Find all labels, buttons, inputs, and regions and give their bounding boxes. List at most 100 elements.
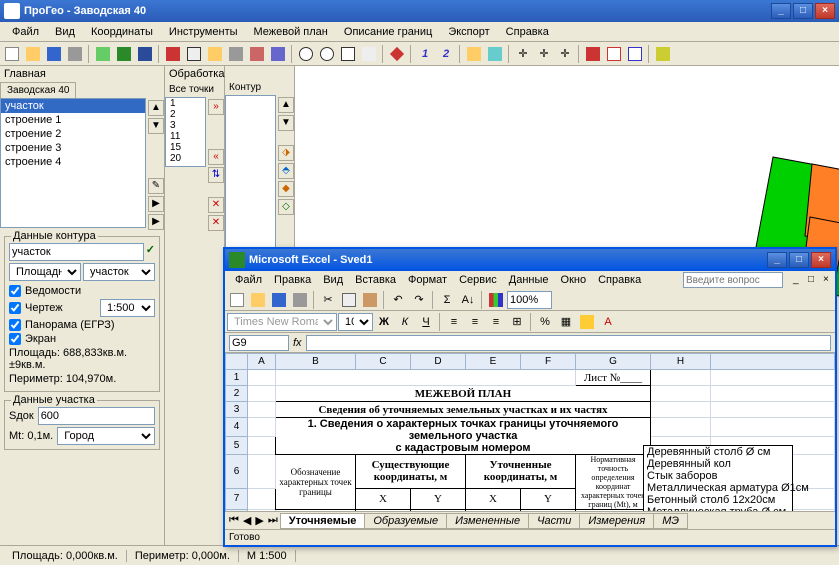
excel-menu-service[interactable]: Сервис	[453, 273, 503, 287]
remove-button[interactable]: ⇅	[208, 167, 224, 183]
c-tool4-button[interactable]: ◇	[278, 199, 294, 215]
tb-one-icon[interactable]: 1	[415, 44, 435, 64]
cell[interactable]: Существующие координаты, м	[356, 455, 466, 489]
cell[interactable]: Обозначение характерных точек границы	[276, 455, 356, 510]
font-dropdown[interactable]: Times New Roman	[227, 313, 337, 331]
col-header[interactable]: B	[276, 354, 356, 370]
cell[interactable]: X	[466, 488, 521, 509]
sdok-input[interactable]	[38, 407, 155, 425]
point-item[interactable]: 2	[166, 109, 205, 120]
list-item[interactable]: участок	[1, 99, 145, 113]
col-header[interactable]: H	[651, 354, 711, 370]
tb-layers-icon[interactable]	[205, 44, 225, 64]
excel-menu-edit[interactable]: Правка	[268, 273, 317, 287]
c-tool1-button[interactable]: ⬗	[278, 145, 294, 161]
excel-menu-insert[interactable]: Вставка	[349, 273, 402, 287]
tb-tool2-icon[interactable]	[268, 44, 288, 64]
cell[interactable]: Сведения об уточняемых земельных участка…	[276, 402, 651, 418]
print-icon[interactable]	[290, 290, 310, 310]
tb-snap3-icon[interactable]: ✛	[555, 44, 575, 64]
scale-dropdown[interactable]: 1:500	[100, 299, 155, 317]
menu-export[interactable]: Экспорт	[440, 24, 497, 40]
formula-input[interactable]	[306, 335, 831, 351]
dropdown-item[interactable]: Металлическая арматура Ø1см	[644, 482, 792, 494]
chart-icon[interactable]	[486, 290, 506, 310]
area-type-dropdown[interactable]: Площадной	[9, 263, 81, 281]
list-item[interactable]: строение 2	[1, 127, 145, 141]
row-header[interactable]: 2	[226, 386, 248, 402]
maximize-button[interactable]: □	[793, 3, 813, 19]
points-listbox[interactable]: 1 2 3 11 15 20	[165, 97, 206, 167]
dropdown-item[interactable]: Деревянный кол	[644, 458, 792, 470]
tb-tool1-icon[interactable]	[247, 44, 267, 64]
cell[interactable]: 3	[411, 510, 466, 512]
paste-icon[interactable]	[360, 290, 380, 310]
ekran-checkbox[interactable]	[9, 333, 21, 345]
row-header[interactable]: 7	[226, 488, 248, 509]
tb-report-icon[interactable]	[93, 44, 113, 64]
right2-button[interactable]: ▶	[148, 214, 164, 230]
dropdown-item[interactable]: Бетонный столб 12x20см	[644, 494, 792, 506]
excel-menu-window[interactable]: Окно	[555, 273, 593, 287]
align-left-icon[interactable]: ≡	[444, 312, 464, 332]
add-all-button[interactable]: »	[208, 99, 224, 115]
sheet-tab[interactable]: Уточняемые	[280, 513, 366, 529]
right-button[interactable]: ▶	[148, 196, 164, 212]
sum-icon[interactable]: Σ	[437, 290, 457, 310]
menu-coords[interactable]: Координаты	[83, 24, 161, 40]
excel-close-button[interactable]: ×	[811, 252, 831, 268]
up-button[interactable]: ▲	[148, 100, 164, 116]
tb-chart-icon[interactable]	[464, 44, 484, 64]
italic-icon[interactable]: К	[395, 312, 415, 332]
point-item[interactable]: 15	[166, 142, 205, 153]
underline-icon[interactable]: Ч	[416, 312, 436, 332]
progeo-titlebar[interactable]: ПроГео - Заводская 40 _ □ ×	[0, 0, 839, 22]
excel-grid[interactable]: ABCDEFGH 1Лист №____ 2МЕЖЕВОЙ ПЛАН 3Свед…	[225, 353, 835, 511]
zoom-dropdown[interactable]	[507, 291, 552, 309]
c-down-button[interactable]: ▼	[278, 115, 294, 131]
del-button[interactable]: ✕	[208, 197, 224, 213]
tb-snap2-icon[interactable]: ✛	[534, 44, 554, 64]
fill-color-icon[interactable]	[577, 312, 597, 332]
tb-diamond-icon[interactable]	[387, 44, 407, 64]
tb-open-icon[interactable]	[23, 44, 43, 64]
menu-file[interactable]: Файл	[4, 24, 47, 40]
cell[interactable]: 1. Сведения о характерных точках границы…	[276, 418, 651, 455]
doc-restore-button[interactable]: □	[802, 273, 816, 287]
point-item[interactable]: 11	[166, 131, 205, 142]
row-header[interactable]: 4	[226, 418, 248, 437]
edit-button[interactable]: ✎	[148, 178, 164, 194]
col-header[interactable]: F	[521, 354, 576, 370]
down-button[interactable]: ▼	[148, 118, 164, 134]
menu-borders[interactable]: Описание границ	[336, 24, 440, 40]
redo-icon[interactable]: ↷	[409, 290, 429, 310]
tb-stop-icon[interactable]	[583, 44, 603, 64]
excel-menu-data[interactable]: Данные	[503, 273, 555, 287]
col-header[interactable]: D	[411, 354, 466, 370]
new-icon[interactable]	[227, 290, 247, 310]
cell[interactable]: 2	[356, 510, 411, 512]
add-one-button[interactable]: «	[208, 149, 224, 165]
tb-word-icon[interactable]	[135, 44, 155, 64]
chertezh-checkbox[interactable]	[9, 302, 21, 314]
sheet-tab[interactable]: Измененные	[446, 513, 529, 529]
menu-plan[interactable]: Межевой план	[246, 24, 336, 40]
row-header[interactable]: 8	[226, 510, 248, 512]
tb-snap1-icon[interactable]: ✛	[513, 44, 533, 64]
row-header[interactable]: 1	[226, 370, 248, 386]
list-item[interactable]: строение 3	[1, 141, 145, 155]
sheet-tab[interactable]: Измерения	[579, 513, 654, 529]
sheet-tab[interactable]: МЭ	[653, 513, 688, 529]
sheet-tab[interactable]: Части	[528, 513, 580, 529]
mt-dropdown[interactable]: Город	[57, 427, 155, 445]
tb-arrow-icon[interactable]	[485, 44, 505, 64]
tab-first-button[interactable]: ⏮	[227, 514, 241, 527]
bold-icon[interactable]: Ж	[374, 312, 394, 332]
excel-menu-help[interactable]: Справка	[592, 273, 647, 287]
address-tab[interactable]: Заводская 40	[0, 82, 76, 98]
sheet-tab[interactable]: Образуемые	[364, 513, 447, 529]
tb-zoomin-icon[interactable]	[296, 44, 316, 64]
tb-grid-icon[interactable]	[163, 44, 183, 64]
list-item[interactable]: строение 1	[1, 113, 145, 127]
doc-minimize-button[interactable]: _	[787, 273, 801, 287]
